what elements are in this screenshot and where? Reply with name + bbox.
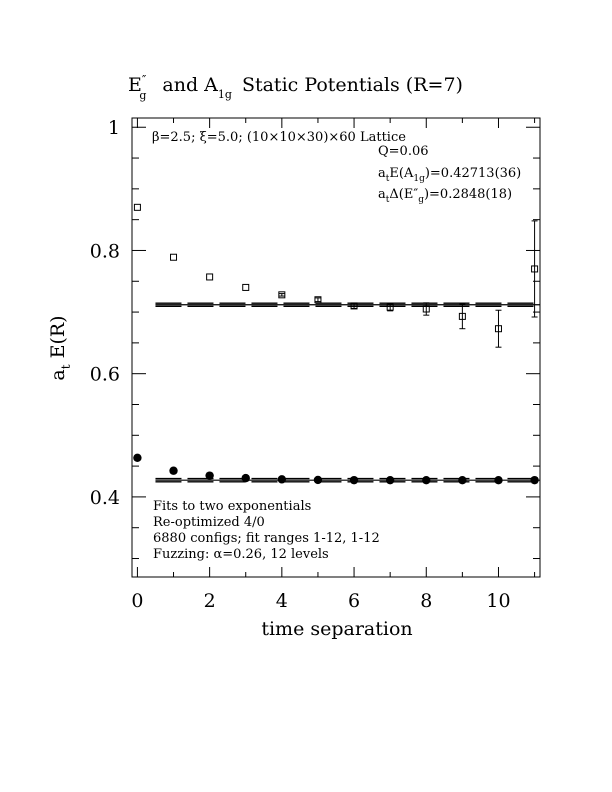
data-point-square: [278, 291, 286, 299]
data-point-circle: [133, 453, 142, 462]
plot-frame: [131, 117, 541, 578]
data-point-circle: [422, 476, 431, 485]
data-point-circle: [169, 466, 178, 475]
y-tick-label: 1: [108, 117, 120, 139]
fit-lines: [155, 302, 540, 483]
data-point-square: [314, 296, 322, 304]
x-tick-label: 6: [348, 590, 360, 612]
data-point-square: [422, 305, 430, 313]
y-tick-label: 0.4: [90, 487, 120, 509]
data-point-square: [386, 303, 394, 311]
x-tick-label: 2: [204, 590, 216, 612]
chart-title: E″ g and A1g Static Potentials (R=7): [128, 73, 463, 102]
data-point-square: [170, 253, 178, 261]
fit-a1g-annotation: atE(A1g)=0.42713(36): [378, 166, 521, 184]
q-annotation: Q=0.06: [378, 144, 429, 159]
data-point-circle: [205, 471, 214, 480]
y-tick-label: 0.8: [90, 240, 120, 262]
note-line-4: Fuzzing: α=0.26, 12 levels: [153, 547, 329, 562]
x-tick-label: 8: [420, 590, 432, 612]
x-tick-label: 10: [486, 590, 510, 612]
note-line-1: Fits to two exponentials: [153, 499, 311, 514]
data-points: [133, 203, 539, 485]
data-point-circle: [313, 475, 323, 485]
data-point-circle: [349, 475, 359, 485]
y-tick-label: 0.6: [90, 364, 120, 386]
data-point-circle: [385, 476, 395, 485]
data-point-square: [494, 325, 502, 333]
data-point-circle: [530, 475, 539, 485]
y-tick-labels: 0.4 0.6 0.8 1: [90, 117, 120, 509]
data-point-square: [242, 283, 250, 291]
fit-delta-annotation: atΔ(E″g)=0.2848(18): [378, 187, 512, 205]
note-line-2: Re-optimized 4/0: [153, 515, 265, 530]
data-point-square: [458, 312, 466, 320]
data-point-circle: [494, 476, 503, 485]
x-tick-labels: 0 2 4 6 8 10: [131, 590, 510, 612]
data-point-circle: [277, 475, 287, 484]
axis-ticks: [132, 118, 540, 577]
data-point-square: [531, 265, 539, 273]
data-point-circle: [458, 476, 467, 485]
y-axis-label: atE(R): [47, 315, 73, 380]
data-point-circle: [241, 473, 250, 483]
data-point-square: [206, 273, 214, 281]
data-point-square: [133, 203, 141, 211]
x-axis-label: time separation: [261, 618, 412, 640]
data-point-square: [350, 302, 358, 310]
note-line-3: 6880 configs; fit ranges 1-12, 1-12: [153, 531, 380, 546]
x-tick-label: 0: [131, 590, 143, 612]
x-tick-label: 4: [276, 590, 288, 612]
lattice-annotation: β=2.5; ξ=5.0; (10×10×30)×60 Lattice: [152, 130, 406, 145]
